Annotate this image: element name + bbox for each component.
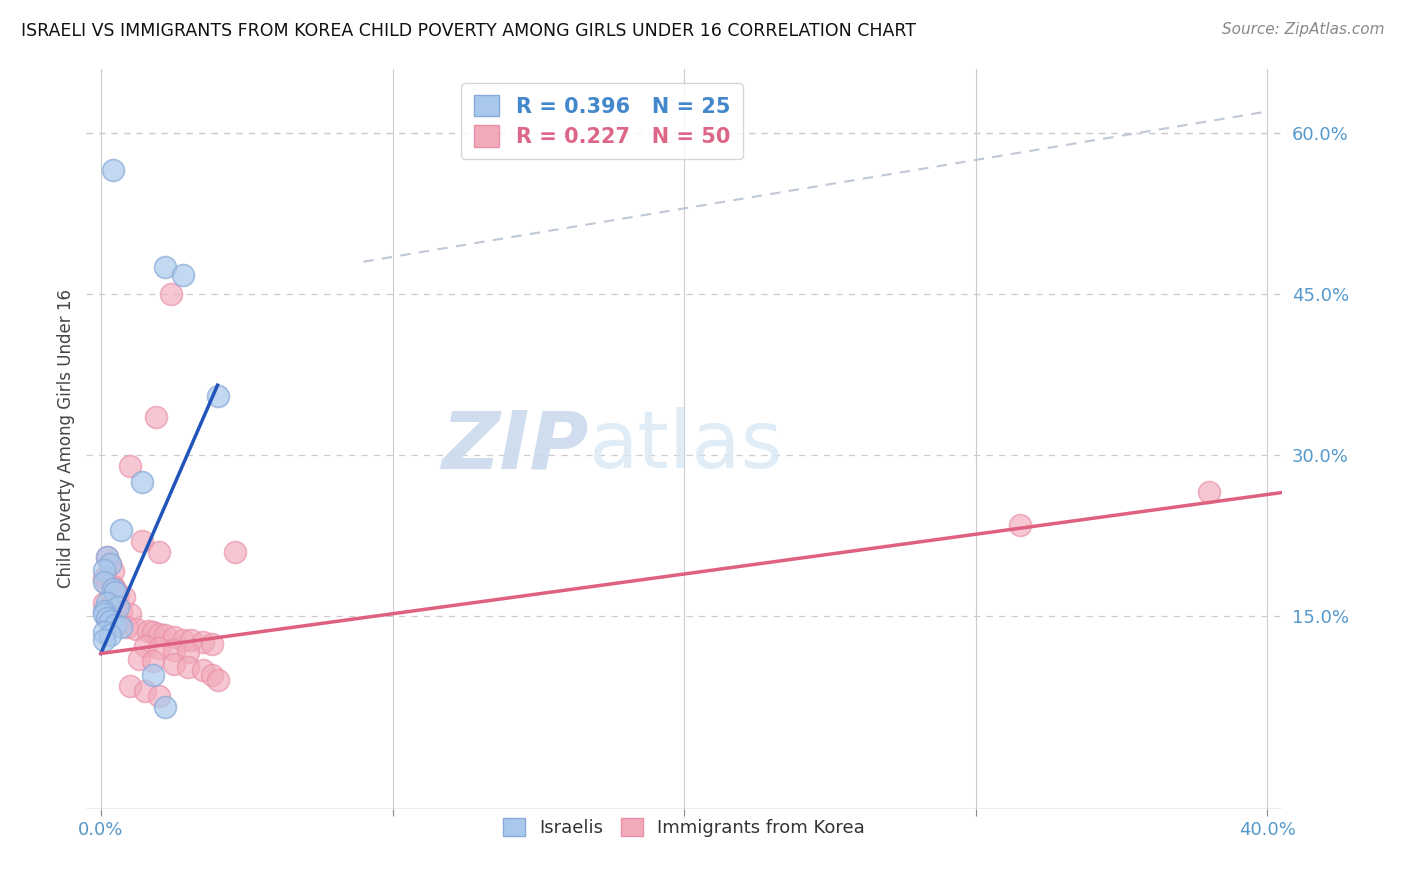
- Point: [134, 639, 156, 653]
- Point: [96, 611, 118, 625]
- Point: [145, 410, 167, 425]
- Point: [142, 625, 165, 640]
- Point: [101, 582, 124, 596]
- Point: [134, 684, 156, 698]
- Y-axis label: Child Poverty Among Girls Under 16: Child Poverty Among Girls Under 16: [58, 289, 75, 589]
- Point: [177, 660, 200, 674]
- Point: [104, 600, 127, 615]
- Point: [142, 668, 165, 682]
- Point: [104, 582, 127, 596]
- Point: [96, 576, 118, 591]
- Point: [191, 663, 214, 677]
- Point: [96, 549, 118, 564]
- Text: ZIP: ZIP: [441, 408, 589, 485]
- Point: [107, 600, 129, 615]
- Point: [110, 603, 132, 617]
- Point: [98, 615, 121, 629]
- Point: [118, 458, 141, 473]
- Point: [98, 599, 121, 614]
- Point: [107, 616, 129, 631]
- Point: [1008, 517, 1031, 532]
- Point: [201, 637, 224, 651]
- Point: [172, 632, 194, 647]
- Text: ISRAELI VS IMMIGRANTS FROM KOREA CHILD POVERTY AMONG GIRLS UNDER 16 CORRELATION : ISRAELI VS IMMIGRANTS FROM KOREA CHILD P…: [21, 22, 917, 40]
- Point: [160, 287, 183, 301]
- Point: [131, 533, 153, 548]
- Point: [93, 632, 115, 647]
- Point: [101, 615, 124, 629]
- Point: [104, 585, 127, 599]
- Legend: Israelis, Immigrants from Korea: Israelis, Immigrants from Korea: [496, 811, 872, 845]
- Point: [98, 558, 121, 572]
- Point: [207, 673, 229, 688]
- Point: [93, 563, 115, 577]
- Point: [224, 544, 246, 558]
- Point: [163, 643, 186, 657]
- Point: [96, 549, 118, 564]
- Point: [110, 620, 132, 634]
- Point: [153, 628, 176, 642]
- Point: [93, 607, 115, 621]
- Point: [101, 564, 124, 578]
- Point: [101, 579, 124, 593]
- Point: [172, 268, 194, 282]
- Point: [148, 641, 170, 656]
- Point: [207, 389, 229, 403]
- Point: [96, 596, 118, 610]
- Point: [131, 475, 153, 489]
- Point: [153, 260, 176, 274]
- Point: [93, 596, 115, 610]
- Point: [201, 668, 224, 682]
- Point: [128, 652, 150, 666]
- Point: [191, 634, 214, 648]
- Point: [104, 617, 127, 632]
- Point: [93, 571, 115, 585]
- Point: [153, 700, 176, 714]
- Point: [101, 163, 124, 178]
- Point: [142, 654, 165, 668]
- Point: [163, 631, 186, 645]
- Point: [98, 558, 121, 572]
- Point: [96, 611, 118, 625]
- Text: atlas: atlas: [589, 408, 783, 485]
- Point: [125, 622, 148, 636]
- Point: [93, 603, 115, 617]
- Point: [180, 632, 202, 647]
- Point: [177, 645, 200, 659]
- Text: Source: ZipAtlas.com: Source: ZipAtlas.com: [1222, 22, 1385, 37]
- Point: [98, 628, 121, 642]
- Point: [115, 620, 138, 634]
- Point: [148, 627, 170, 641]
- Point: [118, 679, 141, 693]
- Point: [136, 624, 159, 638]
- Point: [118, 607, 141, 621]
- Point: [148, 690, 170, 704]
- Point: [110, 523, 132, 537]
- Point: [93, 625, 115, 640]
- Point: [107, 587, 129, 601]
- Point: [148, 544, 170, 558]
- Point: [1198, 485, 1220, 500]
- Point: [112, 590, 135, 604]
- Point: [163, 657, 186, 672]
- Point: [93, 574, 115, 589]
